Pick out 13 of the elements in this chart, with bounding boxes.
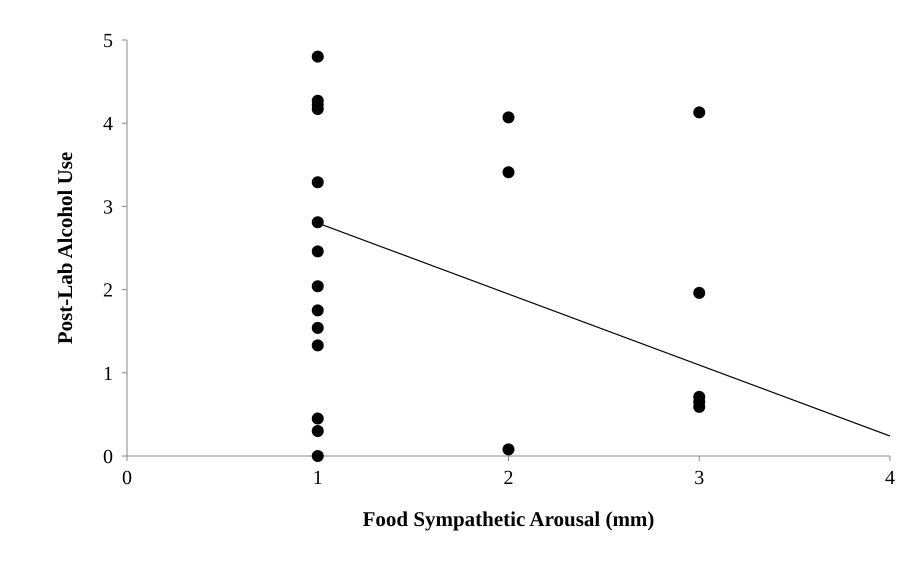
y-axis-title: Post-Lab Alcohol Use (53, 152, 77, 344)
y-tick-label: 2 (103, 280, 113, 302)
y-tick-label: 4 (103, 113, 113, 136)
y-tick-label: 0 (103, 446, 113, 468)
y-tick-label: 3 (103, 196, 113, 218)
y-tick-label: 1 (103, 362, 113, 385)
x-axis-title: Food Sympathetic Arousal (mm) (362, 507, 654, 531)
y-tick-label: 5 (103, 30, 113, 52)
x-tick-label: 4 (885, 467, 895, 489)
x-tick-label: 1 (312, 467, 323, 489)
x-tick-label: 0 (122, 467, 132, 489)
x-tick-label: 2 (504, 467, 514, 489)
x-tick-label: 3 (694, 467, 704, 489)
